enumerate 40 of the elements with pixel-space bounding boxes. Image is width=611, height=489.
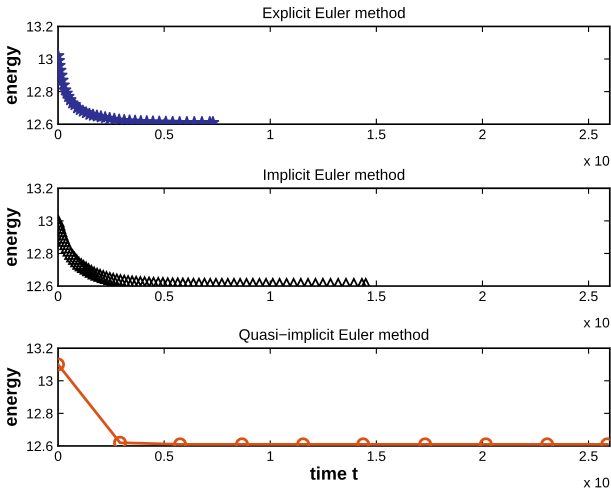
x-tick-label: 0.5 — [155, 451, 174, 462]
x-tick-label: 0.5 — [155, 291, 174, 302]
y-tick-label: 12.6 — [27, 281, 53, 292]
y-tick-label: 12.8 — [27, 86, 53, 97]
chart-title: Quasi−implicit Euler method — [239, 328, 428, 344]
chart-title: Implicit Euler method — [264, 168, 404, 184]
chart-title: Explicit Euler method — [263, 7, 405, 22]
text: x 10 — [584, 478, 610, 488]
x-tick-label: 1 — [267, 451, 274, 461]
y-tick-label: 12.8 — [27, 408, 53, 419]
x-tick-label: 2.5 — [580, 291, 598, 302]
text: x 10 — [584, 156, 610, 166]
y-tick-label: 12.6 — [27, 441, 53, 452]
x-tick-label: 0 — [54, 291, 62, 302]
y-axis-title: energy — [7, 46, 21, 104]
x-tick-label: 1.5 — [368, 451, 386, 462]
x-tick-label: 2 — [479, 129, 486, 140]
y-axis-title: energy — [7, 368, 21, 426]
y-tick-label: 13.2 — [27, 184, 52, 194]
x-tick-label: 1 — [267, 130, 274, 140]
text: x 10 — [584, 318, 610, 328]
y-tick-label: 13.2 — [27, 22, 52, 32]
x-axis-title: time t — [310, 466, 358, 480]
x-tick-label: 0 — [54, 129, 62, 140]
x-tick-label: 2 — [479, 451, 486, 461]
x-tick-label: 1.5 — [368, 291, 386, 302]
x-tick-label: 0.5 — [155, 129, 174, 140]
x-tick-label: 1 — [267, 291, 274, 301]
y-tick-label: 12.8 — [27, 248, 53, 259]
x-tick-label: 2.5 — [580, 129, 598, 140]
x-tick-label: 2.5 — [580, 451, 598, 462]
y-tick-label: 13 — [38, 54, 53, 64]
y-axis-title: energy — [7, 208, 21, 266]
y-tick-label: 13.2 — [27, 344, 52, 354]
x-tick-label: 1.5 — [368, 130, 386, 140]
y-tick-label: 13 — [38, 216, 53, 226]
y-tick-label: 13 — [38, 376, 53, 386]
x-tick-label: 2 — [479, 291, 486, 301]
y-tick-label: 12.6 — [27, 120, 53, 130]
x-tick-label: 0 — [54, 451, 62, 462]
